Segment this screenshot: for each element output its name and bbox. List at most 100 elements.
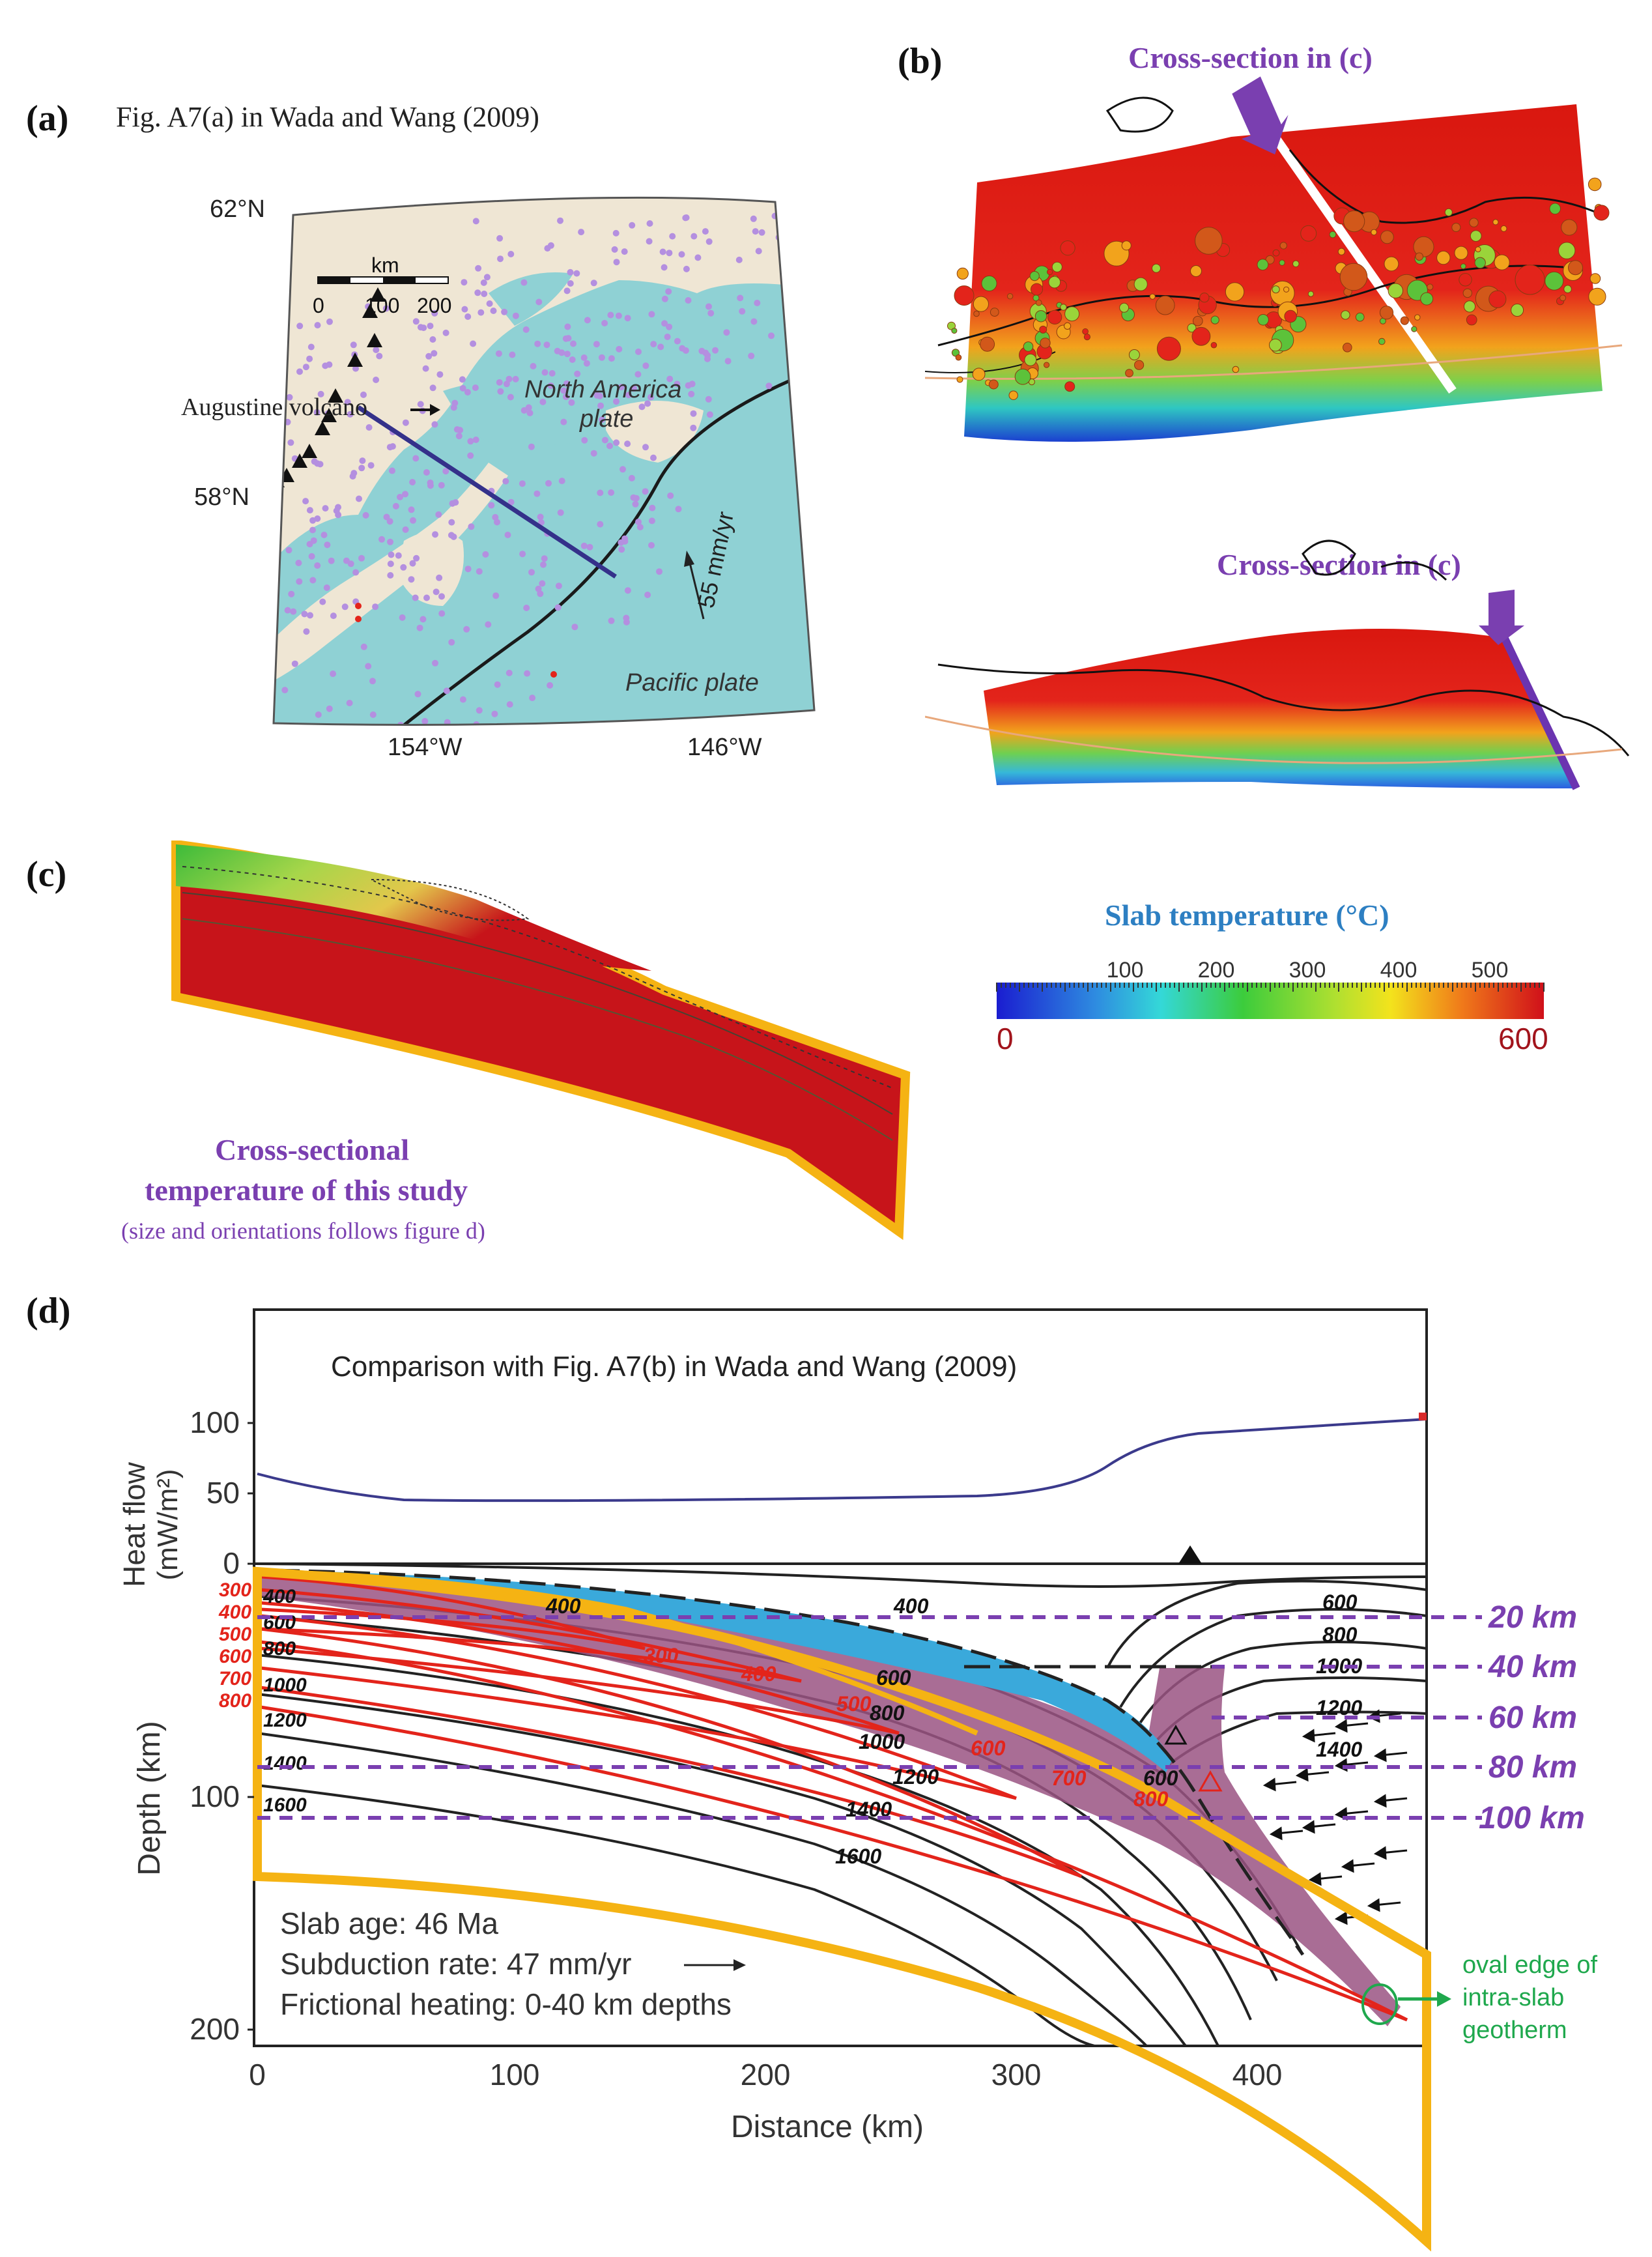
earthquake-dot	[433, 588, 440, 596]
earthquake-dot	[356, 495, 362, 502]
earthquake-sphere	[1279, 242, 1287, 250]
earthquake-dot	[554, 604, 562, 611]
earthquake-dot	[706, 411, 713, 418]
earthquake-dot	[314, 322, 321, 329]
earthquake-dot	[296, 578, 303, 585]
earthquake-dot	[362, 511, 369, 519]
scale-tick-100: 100	[365, 294, 399, 317]
earthquake-dot	[520, 279, 528, 286]
volcano-triangle	[169, 558, 185, 572]
earthquake-dot	[615, 312, 622, 319]
earthquake-dot	[369, 711, 377, 718]
earthquake-sphere	[1125, 369, 1133, 378]
earthquake-dot	[481, 291, 488, 297]
earthquake-dot	[459, 376, 466, 383]
earthquake-sphere	[1064, 381, 1075, 392]
earthquake-dot	[210, 622, 217, 629]
earthquake-dot	[607, 311, 614, 319]
colorbar-title: Slab temperature (°C)	[1105, 898, 1389, 932]
earthquake-dot	[507, 251, 515, 257]
inner-black-labels: 400 400 600 800 1000 1200 1400 1600	[545, 1594, 939, 1868]
scale-unit: km	[371, 253, 399, 277]
earthquake-sphere	[947, 321, 956, 330]
volcano-triangle	[315, 421, 330, 435]
earthquake-dot	[678, 251, 685, 258]
earthquake-dot	[748, 352, 755, 360]
earthquake-dot	[540, 561, 547, 568]
earthquake-sphere	[990, 308, 999, 317]
earthquake-dot	[491, 710, 498, 717]
earthquake-dot	[490, 308, 497, 314]
earthquake-sphere	[956, 376, 963, 383]
depth-marker-40: 40 km	[1488, 1650, 1577, 1684]
earthquake-sphere	[1355, 312, 1365, 322]
earthquake-dot	[347, 410, 354, 418]
panel-d-caption: Comparison with Fig. A7(b) in Wada and W…	[331, 1351, 1017, 1383]
earthquake-dot	[461, 279, 468, 286]
earthquake-dot	[308, 553, 315, 560]
earthquake-dot	[389, 467, 395, 474]
earthquake-sphere	[1378, 338, 1386, 345]
earthquake-dot	[562, 394, 569, 401]
earthquake-dot	[613, 259, 620, 266]
earthquake-dot	[573, 270, 580, 277]
earthquake-dot	[501, 308, 508, 315]
earthquake-dot	[656, 568, 662, 575]
earthquake-dot	[666, 375, 674, 382]
inner-red-600: 600	[971, 1736, 1006, 1760]
earthquake-dot	[755, 248, 762, 255]
earthquake-dot	[567, 268, 574, 276]
earthquake-dot	[739, 308, 746, 315]
earthquake-dot	[638, 403, 646, 410]
earthquake-sphere	[1082, 328, 1089, 335]
earthquake-dot	[519, 551, 526, 558]
earthquake-dot	[690, 424, 697, 431]
earthquake-dot	[319, 598, 326, 605]
earthquake-sphere	[1475, 246, 1481, 253]
red-iso-700: 700	[219, 1668, 251, 1689]
earthquake-dot	[496, 235, 504, 242]
oval-note-1: oval edge of	[1462, 1951, 1597, 1979]
earthquake-dot	[683, 265, 690, 272]
earthquake-dot	[476, 568, 483, 575]
earthquake-dot	[674, 338, 681, 345]
earthquake-dot	[315, 711, 322, 718]
earthquake-sphere	[955, 354, 962, 361]
earthquake-sphere	[1083, 334, 1090, 341]
iso-400a: 400	[545, 1594, 581, 1618]
earthquake-dot	[464, 389, 471, 395]
earthquake-dot	[217, 575, 223, 581]
earthquake-dot	[450, 533, 457, 540]
earthquake-dot	[435, 511, 442, 518]
earthquake-dot	[306, 355, 313, 362]
earthquake-dot	[302, 364, 309, 371]
earthquake-dot	[397, 721, 404, 725]
earthquake-dot	[537, 513, 544, 521]
earthquake-dot	[382, 305, 390, 312]
iso-1000a: 1000	[859, 1730, 905, 1753]
earthquake-dot	[524, 670, 531, 677]
earthquake-sphere	[1257, 314, 1269, 326]
depth-marker-60: 60 km	[1488, 1701, 1577, 1735]
earthquake-sphere	[1300, 225, 1317, 242]
earthquake-sphere	[1060, 304, 1067, 311]
earthquake-sphere	[1494, 254, 1510, 270]
earthquake-sphere	[1193, 315, 1203, 326]
earthquake-dot	[661, 320, 668, 327]
earthquake-sphere	[1195, 227, 1223, 255]
earthquake-dot	[477, 309, 485, 316]
earthquake-sphere	[1044, 362, 1050, 368]
earthquake-dot	[705, 303, 712, 310]
earthquake-dot	[520, 407, 528, 414]
earthquake-dot	[735, 256, 743, 263]
earthquake-sphere	[1046, 268, 1053, 276]
earthquake-sphere	[1466, 314, 1477, 326]
colorbar-tick-500: 500	[1472, 958, 1509, 983]
iso-800a: 800	[870, 1701, 905, 1725]
earthquake-dot	[528, 443, 535, 450]
earthquake-dot	[560, 387, 567, 394]
earthquake-sphere	[1156, 336, 1181, 361]
earthquake-dot	[567, 280, 574, 287]
earthquake-sphere	[1039, 325, 1047, 334]
earthquake-dot	[347, 560, 354, 568]
